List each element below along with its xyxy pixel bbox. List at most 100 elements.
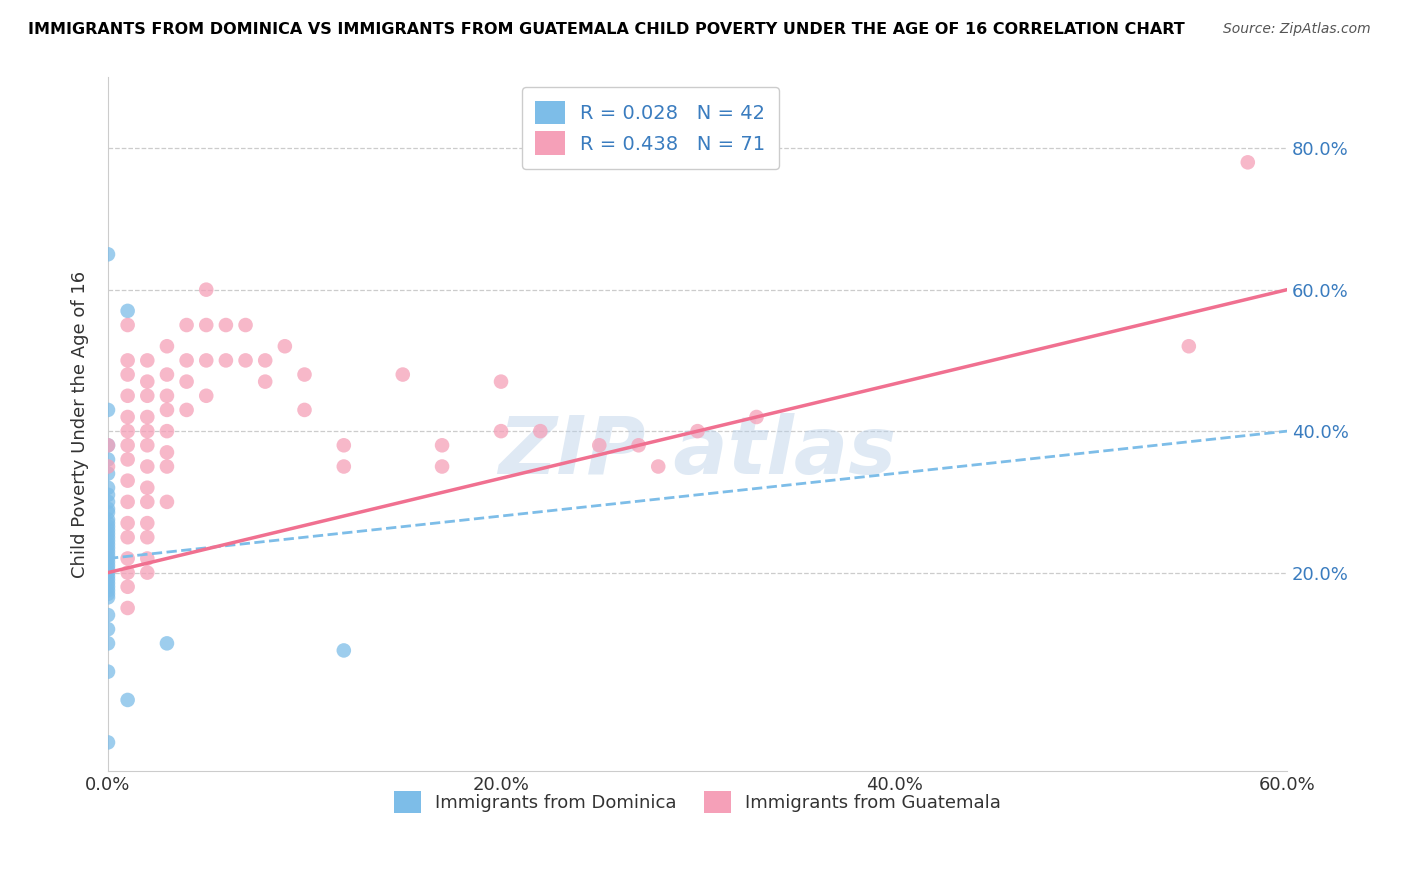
Point: [627, 438, 650, 452]
Point: [176, 375, 198, 389]
Text: IMMIGRANTS FROM DOMINICA VS IMMIGRANTS FROM GUATEMALA CHILD POVERTY UNDER THE AG: IMMIGRANTS FROM DOMINICA VS IMMIGRANTS F…: [28, 22, 1185, 37]
Point: [430, 459, 453, 474]
Point: [136, 389, 159, 403]
Point: [117, 304, 139, 318]
Point: [136, 353, 159, 368]
Point: [136, 438, 159, 452]
Point: [136, 551, 159, 566]
Point: [117, 474, 139, 488]
Point: [391, 368, 413, 382]
Point: [176, 403, 198, 417]
Point: [430, 438, 453, 452]
Point: [156, 445, 179, 459]
Point: [97, 622, 120, 636]
Point: [274, 339, 297, 353]
Point: [117, 424, 139, 438]
Point: [156, 424, 179, 438]
Point: [254, 375, 277, 389]
Point: [333, 438, 356, 452]
Point: [136, 516, 159, 530]
Point: [1236, 155, 1258, 169]
Point: [97, 481, 120, 495]
Text: Source: ZipAtlas.com: Source: ZipAtlas.com: [1223, 22, 1371, 37]
Point: [333, 643, 356, 657]
Point: [136, 481, 159, 495]
Point: [117, 438, 139, 452]
Point: [136, 424, 159, 438]
Point: [97, 551, 120, 566]
Point: [136, 375, 159, 389]
Y-axis label: Child Poverty Under the Age of 16: Child Poverty Under the Age of 16: [72, 270, 89, 578]
Point: [156, 495, 179, 509]
Point: [136, 530, 159, 544]
Point: [97, 566, 120, 580]
Point: [588, 438, 610, 452]
Point: [97, 403, 120, 417]
Point: [97, 438, 120, 452]
Point: [117, 530, 139, 544]
Point: [176, 353, 198, 368]
Point: [254, 353, 277, 368]
Point: [136, 459, 159, 474]
Point: [235, 318, 257, 332]
Point: [489, 375, 512, 389]
Point: [215, 318, 238, 332]
Point: [117, 409, 139, 424]
Point: [294, 403, 316, 417]
Point: [97, 467, 120, 481]
Point: [136, 409, 159, 424]
Point: [489, 424, 512, 438]
Point: [117, 368, 139, 382]
Point: [195, 389, 218, 403]
Point: [117, 693, 139, 707]
Point: [97, 516, 120, 530]
Point: [97, 636, 120, 650]
Point: [97, 506, 120, 520]
Point: [117, 551, 139, 566]
Point: [117, 389, 139, 403]
Point: [195, 353, 218, 368]
Point: [97, 555, 120, 569]
Text: ZIP atlas: ZIP atlas: [499, 413, 897, 491]
Point: [97, 530, 120, 544]
Point: [156, 368, 179, 382]
Point: [156, 339, 179, 353]
Point: [117, 580, 139, 594]
Point: [117, 452, 139, 467]
Point: [97, 502, 120, 516]
Point: [136, 566, 159, 580]
Point: [117, 318, 139, 332]
Point: [97, 548, 120, 562]
Point: [176, 318, 198, 332]
Point: [1178, 339, 1201, 353]
Point: [117, 566, 139, 580]
Point: [97, 533, 120, 548]
Point: [156, 403, 179, 417]
Point: [97, 569, 120, 583]
Point: [235, 353, 257, 368]
Point: [117, 601, 139, 615]
Point: [97, 587, 120, 601]
Point: [97, 512, 120, 526]
Point: [97, 591, 120, 605]
Point: [97, 580, 120, 594]
Point: [117, 353, 139, 368]
Point: [117, 516, 139, 530]
Point: [195, 318, 218, 332]
Point: [136, 495, 159, 509]
Point: [294, 368, 316, 382]
Point: [156, 459, 179, 474]
Point: [97, 459, 120, 474]
Point: [117, 495, 139, 509]
Point: [97, 452, 120, 467]
Point: [97, 526, 120, 541]
Point: [97, 247, 120, 261]
Point: [195, 283, 218, 297]
Point: [686, 424, 709, 438]
Point: [97, 523, 120, 537]
Point: [97, 573, 120, 587]
Point: [529, 424, 551, 438]
Point: [97, 519, 120, 533]
Point: [745, 409, 768, 424]
Point: [156, 636, 179, 650]
